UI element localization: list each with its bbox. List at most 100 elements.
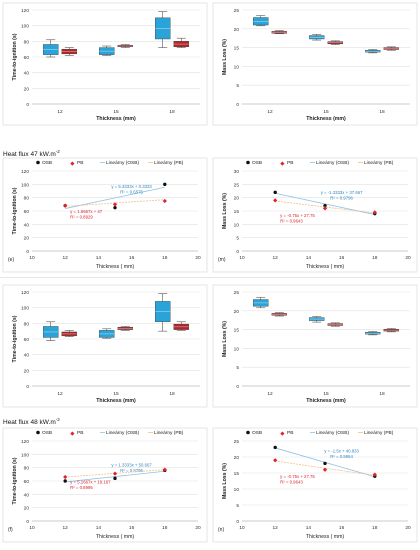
r-squared-pb: R² = 0.9643: [280, 480, 303, 485]
box-pb: [173, 37, 190, 48]
scatter-chart-mass-loss-47-panel-label: (m): [218, 257, 226, 263]
heat-flux-exponent-48: -2: [55, 417, 60, 422]
box-osb: [253, 296, 269, 309]
scatter-chart-time-to-ignition-48-x-tick-label: 10: [29, 525, 35, 531]
legend-marker-osb: [246, 430, 250, 435]
box-chart-time-to-ignition-47-y-axis-label: Time-to-ignition (s): [12, 33, 18, 80]
point-pb: [372, 472, 377, 477]
scatter-chart-time-to-ignition-48-y-tick-label: 20: [24, 506, 30, 512]
legend-label-trend-pb: Lineárny (PB): [154, 430, 184, 436]
equation-pb: y = -0.75x + 27.75: [280, 474, 315, 479]
legend-label-trend-pb: Lineárny (PB): [364, 430, 394, 436]
scatter-chart-time-to-ignition-48-x-tick-label: 16: [129, 525, 135, 531]
box-chart-time-to-ignition-48-border: [2, 284, 208, 408]
scatter-chart-mass-loss-47-x-tick-label: 12: [273, 255, 279, 261]
box-osb: [308, 34, 325, 41]
scatter-chart-mass-loss-48-x-tick-label: 10: [239, 525, 245, 531]
legend-marker-pb: ◆: [70, 431, 75, 437]
scatter-chart-time-to-ignition-48-y-tick-label: 80: [24, 466, 30, 472]
box-chart-time-to-ignition-48-y-tick-label: 0: [26, 384, 29, 390]
legend-label-trend-osb: Lineárny (OSB): [316, 160, 349, 166]
box-chart-time-to-ignition-47-y-tick-label: 100: [21, 24, 29, 30]
box-chart-time-to-ignition-48-x-axis-label: Thickness (mm): [96, 398, 136, 404]
box-chart-mass-loss-48-y-tick-label: 15: [234, 328, 240, 334]
point-pb: [162, 467, 167, 472]
box-pb: [327, 40, 344, 45]
scatter-chart-time-to-ignition-48-x-tick-label: 12: [63, 525, 69, 531]
box-chart-time-to-ignition-48-x-tick-label: 18: [169, 391, 175, 397]
box-chart-time-to-ignition-47-y-tick-label: 20: [24, 86, 30, 92]
trendline-pb: [275, 460, 375, 476]
box-chart-mass-loss-47-y-axis-label: Mass Loss (%): [222, 39, 228, 75]
box-chart-mass-loss-47-y-tick-label: 0: [236, 102, 239, 108]
box-osb: [98, 45, 115, 56]
box-pb: [117, 44, 134, 48]
box-chart-mass-loss-48: 0 5 10 15 20 25 Mass Loss (%) 12 15 18 Thickness (…: [212, 284, 418, 408]
box-chart-mass-loss-47-y-tick-label: 10: [234, 64, 240, 70]
point-pb: [162, 198, 167, 204]
box-chart-mass-loss-47-border: [212, 2, 418, 126]
box-pb: [327, 322, 344, 327]
box-chart-time-to-ignition-48-x-tick-label: 15: [113, 391, 119, 397]
box-chart-mass-loss-47-y-tick-label: 25: [234, 8, 240, 14]
scatter-chart-time-to-ignition-47-y-axis-label: Time-to-ignition (s): [12, 187, 18, 234]
box-chart-time-to-ignition-47-y-tick-label: 80: [24, 39, 30, 45]
scatter-chart-mass-loss-48-x-tick-label: 20: [405, 525, 411, 531]
r-squared-pb: R² = 0.8995: [70, 485, 93, 490]
box-pb: [383, 328, 400, 333]
equation-osb: y = -1.3333x + 37.667: [321, 190, 363, 195]
scatter-chart-mass-loss-47-x-tick-label: 10: [239, 255, 245, 261]
point-osb: [273, 190, 277, 195]
box-chart-mass-loss-47: 0 5 10 15 20 25 Mass Loss (%) 12 15 18 Thickness (…: [212, 2, 418, 126]
scatter-chart-mass-loss-48-x-tick-label: 18: [372, 525, 378, 531]
legend-label-pb: PB: [287, 160, 293, 166]
scatter-chart-mass-loss-48-y-tick-label: 15: [234, 471, 240, 477]
box-osb: [98, 328, 115, 339]
scatter-chart-time-to-ignition-48-panel-label: (f): [8, 527, 13, 533]
trendline-pb: [275, 200, 375, 214]
equation-osb: y = -1.5x + 40.833: [324, 448, 359, 453]
scatter-chart-mass-loss-47-y-tick-label: 0: [236, 249, 239, 255]
point-pb: [63, 203, 68, 208]
scatter-chart-mass-loss-48-panel-label: (n): [218, 527, 224, 533]
box-osb: [43, 39, 59, 58]
scatter-chart-mass-loss-47-x-tick-label: 14: [306, 255, 312, 261]
scatter-chart-mass-loss-47-x-tick-label: 20: [405, 255, 411, 261]
box-chart-mass-loss-48-y-tick-label: 5: [236, 365, 239, 371]
box-osb: [154, 11, 171, 48]
box-chart-time-to-ignition-48-y-tick-label: 60: [24, 337, 30, 343]
scatter-chart-mass-loss-48-y-axis-label: Mass Loss (%): [222, 463, 228, 499]
box-osb: [308, 316, 325, 323]
scatter-chart-time-to-ignition-47-y-tick-label: 40: [24, 222, 30, 228]
box-chart-time-to-ignition-48-y-tick-label: 80: [24, 321, 30, 327]
box-chart-time-to-ignition-47-y-tick-label: 120: [21, 8, 29, 14]
scatter-chart-mass-loss-47-x-tick-label: 18: [372, 255, 378, 261]
scatter-chart-time-to-ignition-47-x-tick-label: 12: [63, 255, 69, 261]
scatter-chart-time-to-ignition-48-x-tick-label: 14: [96, 525, 102, 531]
legend-marker-pb: ◆: [280, 161, 285, 167]
scatter-chart-time-to-ignition-48-y-tick-label: 100: [21, 452, 29, 458]
equation-osb: y = 1.3333x + 50.667: [111, 463, 152, 468]
legend-label-trend-osb: Lineárny (OSB): [106, 430, 139, 436]
scatter-chart-mass-loss-48-border: [212, 427, 418, 543]
box-chart-time-to-ignition-47-border: [2, 2, 208, 126]
point-pb: [112, 471, 118, 476]
trendline-osb: [65, 470, 165, 483]
legend-label-trend-osb: Lineárny (OSB): [106, 160, 139, 166]
scatter-chart-mass-loss-48-y-tick-label: 25: [234, 439, 240, 445]
point-osb: [323, 461, 327, 466]
scatter-chart-time-to-ignition-48-x-tick-label: 18: [162, 525, 168, 531]
scatter-chart-mass-loss-47-y-tick-label: 25: [234, 182, 240, 188]
scatter-chart-time-to-ignition-47-y-tick-label: 60: [24, 209, 30, 215]
scatter-chart-mass-loss-48-x-tick-label: 14: [306, 525, 312, 531]
box-chart-mass-loss-48-x-tick-label: 15: [323, 391, 329, 397]
r-squared-pb: R² = 0.8929: [70, 214, 93, 219]
heat-flux-exponent-47: -2: [55, 149, 60, 154]
box-chart-mass-loss-47-x-axis-label: Thickness (mm): [306, 116, 346, 122]
box-pb: [61, 330, 77, 337]
box-pb: [271, 30, 287, 34]
scatter-chart-time-to-ignition-47-x-tick-label: 16: [129, 255, 135, 261]
scatter-chart-time-to-ignition-48-border: [2, 427, 208, 543]
box-chart-time-to-ignition-48-y-tick-label: 40: [24, 353, 30, 359]
